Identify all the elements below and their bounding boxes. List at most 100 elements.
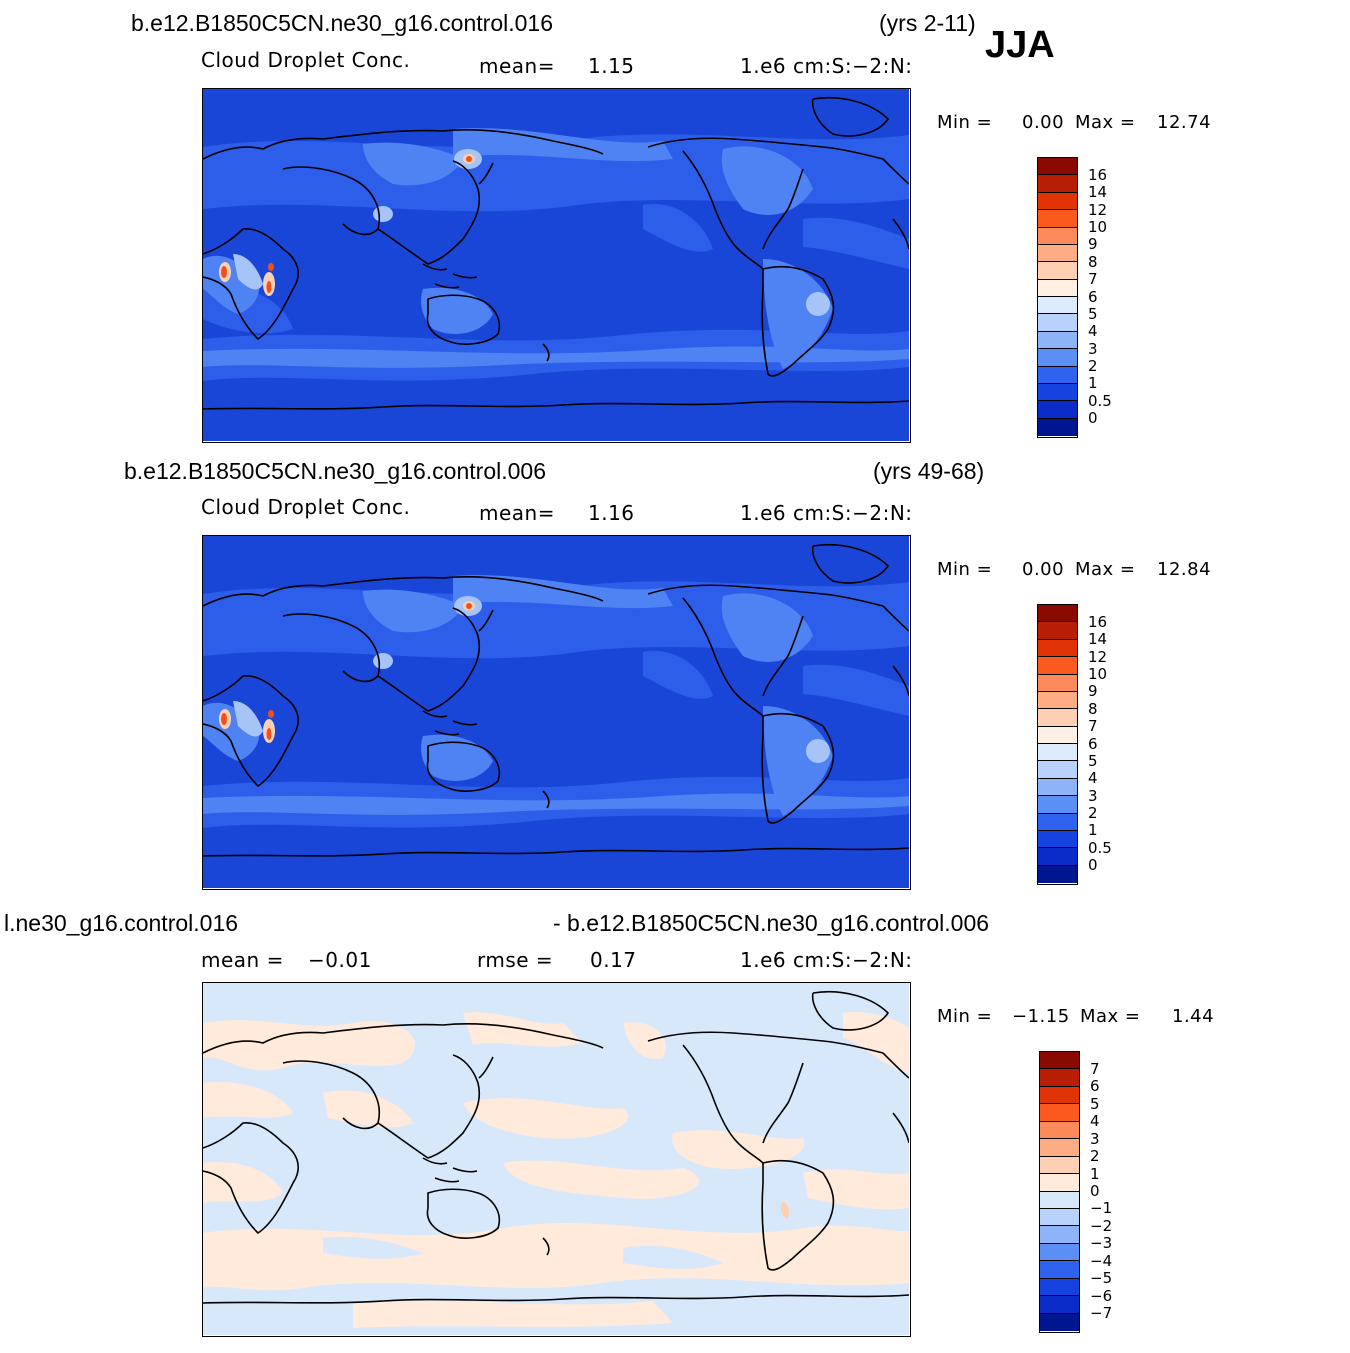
panel3-max-label: Max = [1080,1006,1141,1027]
panel3-colorbar-swatch [1040,1226,1079,1244]
panel1-colorbar-swatch [1038,262,1077,280]
panel3-colorbar-tick-label: −4 [1090,1251,1113,1270]
panel1-max-value: 12.74 [1157,112,1212,133]
panel3-colorbar [1039,1051,1080,1333]
panel3-colorbar-swatch [1040,1104,1079,1122]
panel2-variable: Cloud Droplet Conc. [201,495,411,519]
panel1-units: 1.e6 cm:S:−2:N: [740,54,913,78]
panel3-mean-value: −0.01 [308,948,372,972]
panel3-colorbar-tick-label: −2 [1090,1216,1113,1235]
panel2-colorbar-tick-label: 0.5 [1088,838,1112,857]
panel2-colorbar-tick-label: 9 [1088,682,1098,701]
panel2-colorbar-tick-label: 8 [1088,699,1098,718]
panel1-colorbar-tick-label: 6 [1088,287,1098,306]
panel3-colorbar-swatch [1040,1208,1079,1227]
panel3-colorbar-tick-label: 7 [1090,1059,1100,1078]
panel1-years: (yrs 2-11) [879,10,976,36]
panel1-mean-label: mean= [479,54,555,78]
panel2-min-value: 0.00 [1022,559,1065,580]
panel1-colorbar-tick-label: 3 [1088,339,1098,358]
panel3-colorbar-swatch [1040,1261,1079,1279]
panel3-colorbar-tick-label: −5 [1090,1269,1113,1288]
panel3-min-label: Min = [937,1006,993,1027]
panel2-colorbar-tick-label: 10 [1088,665,1108,683]
panel3-mean-label: mean = [201,948,284,972]
panel1-colorbar-tick-label: 4 [1088,322,1098,341]
panel2-years: (yrs 49-68) [873,458,985,484]
panel1-colorbar-swatch [1038,349,1077,367]
panel1-colorbar-tick-label: 1 [1088,374,1098,393]
panel3-colorbar-tick-label: 3 [1090,1129,1100,1148]
panel3-colorbar-swatch [1040,1052,1079,1070]
panel2-colorbar-swatch [1038,778,1077,797]
panel2-colorbar-tick-label: 6 [1088,734,1098,753]
panel3-units: 1.e6 cm:S:−2:N: [740,948,913,972]
panel2-colorbar-swatch [1038,657,1077,675]
panel1-colorbar-swatch [1038,297,1077,315]
panel2-colorbar [1037,604,1078,885]
panel3-map-svg [203,983,909,1335]
panel2-colorbar-tick-label: 0 [1088,856,1098,875]
season-label: JJA [985,24,1055,66]
panel2-colorbar-swatch [1038,605,1077,623]
panel2-colorbar-tick-label: 7 [1088,717,1098,736]
panel1-colorbar-swatch [1038,418,1077,436]
panel1-colorbar-swatch [1038,279,1077,297]
panel2-mean-value: 1.16 [588,501,635,525]
panel1-colorbar-tick-label: 5 [1088,304,1098,323]
panel2-max-label: Max = [1075,559,1136,580]
panel3-colorbar-swatch [1040,1174,1079,1192]
panel2-colorbar-swatch [1038,796,1077,814]
panel3-colorbar-swatch [1040,1156,1079,1175]
panel3-colorbar-tick-label: −1 [1090,1199,1113,1218]
panel1-map [202,88,911,443]
panel3-colorbar-tick-label: 6 [1090,1077,1100,1096]
panel1-colorbar-swatch [1038,244,1077,263]
panel3-colorbar-tick-label: 2 [1090,1147,1100,1166]
panel2-max-value: 12.84 [1157,559,1212,580]
panel1-colorbar-swatch [1038,331,1077,350]
panel3-colorbar-tick-label: 5 [1090,1094,1100,1113]
panel1-colorbar-swatch [1038,227,1077,245]
panel2-units: 1.e6 cm:S:−2:N: [740,501,913,525]
panel1-colorbar-swatch [1038,401,1077,419]
panel1-colorbar-swatch [1038,192,1077,211]
panel2-colorbar-swatch [1038,813,1077,831]
panel1-colorbar-swatch [1038,158,1077,176]
panel3-colorbar-swatch [1040,1278,1079,1297]
panel1-mean-value: 1.15 [588,54,635,78]
panel1-colorbar-tick-label: 10 [1088,218,1108,236]
panel2-colorbar-tick-label: 2 [1088,804,1098,822]
panel3-min-value: −1.15 [1012,1006,1070,1027]
panel2-map-svg [203,536,909,888]
panel3-colorbar-swatch [1040,1191,1079,1209]
panel2-colorbar-swatch [1038,639,1077,658]
panel2-map [202,535,911,890]
panel1-case-title: b.e12.B1850C5CN.ne30_g16.control.016 [131,10,553,36]
panel1-colorbar-swatch [1038,175,1077,193]
panel3-colorbar-swatch [1040,1121,1079,1140]
panel1-colorbar-tick-label: 12 [1088,200,1108,219]
panel2-colorbar-swatch [1038,709,1077,727]
panel3-colorbar-tick-label: −6 [1090,1286,1113,1305]
panel2-colorbar-tick-label: 12 [1088,647,1108,666]
panel2-colorbar-swatch [1038,761,1077,779]
panel2-min-label: Min = [937,559,993,580]
panel3-colorbar-tick-label: 1 [1090,1164,1100,1183]
panel2-colorbar-swatch [1038,848,1077,866]
panel1-max-label: Max = [1075,112,1136,133]
panel1-colorbar-tick-label: 8 [1088,252,1098,271]
panel1-colorbar-tick-label: 16 [1088,165,1108,184]
panel1-variable: Cloud Droplet Conc. [201,48,411,72]
panel1-min-value: 0.00 [1022,112,1065,133]
panel1-colorbar-tick-label: 9 [1088,235,1098,254]
panel2-colorbar-tick-label: 5 [1088,751,1098,770]
panel2-colorbar-tick-label: 16 [1088,612,1108,631]
panel3-colorbar-tick-label: 0 [1090,1182,1100,1200]
panel3-rmse-value: 0.17 [590,948,637,972]
panel3-colorbar-tick-label: −7 [1090,1304,1113,1323]
panel1-colorbar [1037,157,1078,438]
panel2-colorbar-tick-label: 1 [1088,821,1098,840]
panel3-colorbar-tick-label: 4 [1090,1112,1100,1131]
panel1-colorbar-tick-label: 14 [1088,183,1108,202]
